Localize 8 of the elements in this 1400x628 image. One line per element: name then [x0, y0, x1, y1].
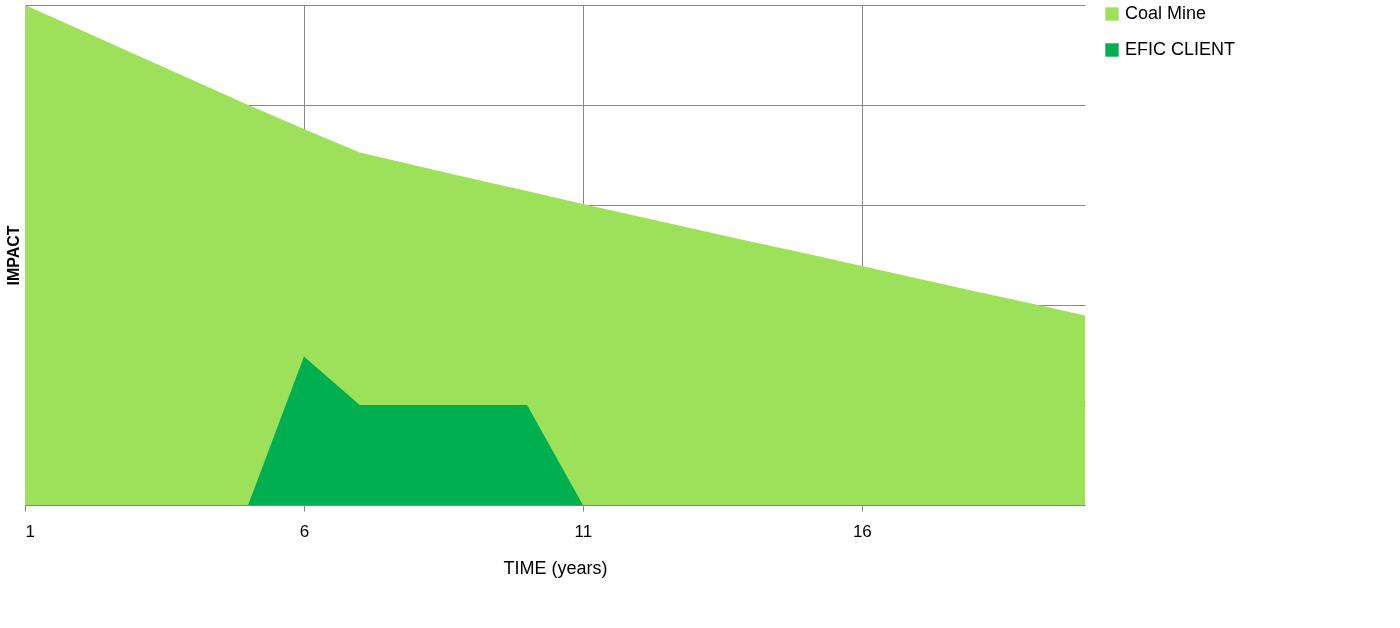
y-axis-title: IMPACT [4, 225, 22, 286]
x-axis-title: TIME (years) [503, 557, 608, 578]
x-tick-label: 11 [574, 521, 593, 541]
x-tick-label: 6 [299, 521, 310, 541]
legend-label: EFIC CLIENT [1125, 39, 1236, 59]
x-tick-label: 16 [852, 521, 872, 541]
x-tick-label: 1 [25, 521, 35, 541]
legend-label: Coal Mine [1125, 3, 1207, 23]
